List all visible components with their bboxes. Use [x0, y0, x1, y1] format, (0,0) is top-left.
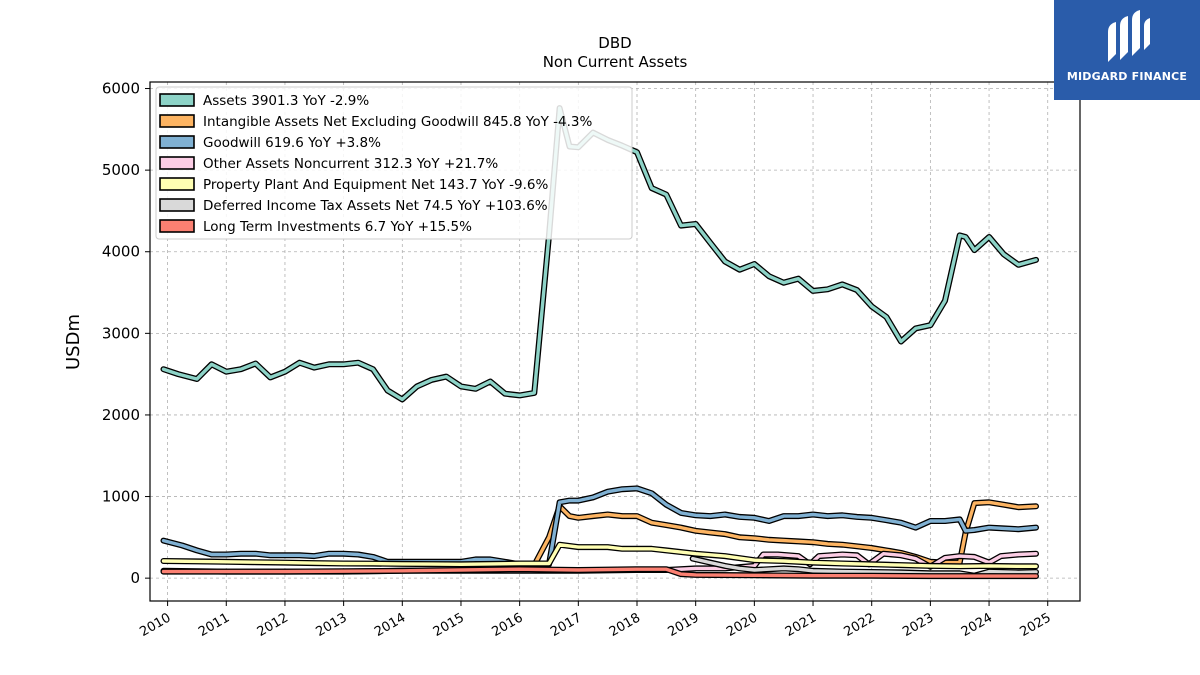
- legend: Assets 3901.3 YoY -2.9% Intangible Assets…: [155, 86, 633, 240]
- legend-box: [155, 86, 633, 240]
- chart-title: DBD: [598, 34, 631, 52]
- legend-swatch: [159, 135, 195, 149]
- brand-logo: MIDGARD FINANCE: [1054, 0, 1200, 100]
- x-tick-label: 2017: [548, 610, 584, 640]
- logo-mark-icon: [1108, 10, 1150, 62]
- y-tick-label: 0: [130, 569, 140, 587]
- x-tick-label: 2013: [313, 610, 349, 640]
- y-axis-label: USDm: [63, 314, 84, 370]
- plot-frame: [149, 81, 1081, 602]
- y-tick-label: 2000: [102, 406, 140, 424]
- x-tick-label: 2024: [959, 610, 995, 640]
- x-axis: 2010 2011 2012 2013 2014 2015 2016 2017 2018 2019…: [137, 601, 1054, 640]
- legend-swatch: [159, 93, 195, 107]
- x-tick-label: 2015: [431, 610, 467, 640]
- legend-label: Other Assets Noncurrent 312.3 YoY +21.7%: [203, 156, 498, 172]
- x-tick-label: 2012: [255, 610, 291, 640]
- y-axis: 0 1000 2000 3000 4000 5000 6000: [102, 80, 150, 587]
- x-tick-label: 2023: [900, 610, 936, 640]
- x-tick-label: 2025: [1018, 610, 1054, 640]
- series-line: [518, 500, 1038, 567]
- legend-swatch: [159, 156, 195, 170]
- legend-label: Assets 3901.3 YoY -2.9%: [203, 93, 369, 109]
- series-line: [161, 543, 1038, 568]
- x-tick-label: 2010: [137, 610, 173, 640]
- legend-swatch: [159, 219, 195, 233]
- chart-subtitle: Non Current Assets: [543, 53, 688, 71]
- x-tick-label: 2011: [196, 610, 232, 640]
- legend-label: Goodwill 619.6 YoY +3.8%: [203, 135, 381, 151]
- y-tick-label: 6000: [102, 80, 140, 98]
- x-tick-label: 2022: [842, 610, 878, 640]
- legend-label: Property Plant And Equipment Net 143.7 Y…: [203, 177, 548, 193]
- y-tick-label: 1000: [102, 488, 140, 506]
- legend-label: Long Term Investments 6.7 YoY +15.5%: [203, 219, 472, 235]
- x-tick-label: 2020: [724, 610, 760, 640]
- legend-label: Intangible Assets Net Excluding Goodwill…: [203, 114, 593, 130]
- x-tick-label: 2014: [372, 610, 408, 640]
- legend-swatch: [159, 177, 195, 191]
- legend-swatch: [159, 198, 195, 212]
- series-line: [161, 567, 1038, 578]
- x-tick-label: 2021: [783, 610, 819, 640]
- legend-swatch: [159, 114, 195, 128]
- y-tick-label: 4000: [102, 243, 140, 261]
- y-tick-label: 5000: [102, 161, 140, 179]
- x-tick-label: 2016: [489, 610, 525, 640]
- x-tick-label: 2019: [666, 610, 702, 640]
- logo-text: MIDGARD FINANCE: [1066, 70, 1188, 83]
- legend-label: Deferred Income Tax Assets Net 74.5 YoY …: [203, 198, 548, 214]
- series-line: [161, 486, 1038, 566]
- series-lines: [160, 105, 1039, 580]
- x-tick-label: 2018: [607, 610, 643, 640]
- y-tick-label: 3000: [102, 324, 140, 342]
